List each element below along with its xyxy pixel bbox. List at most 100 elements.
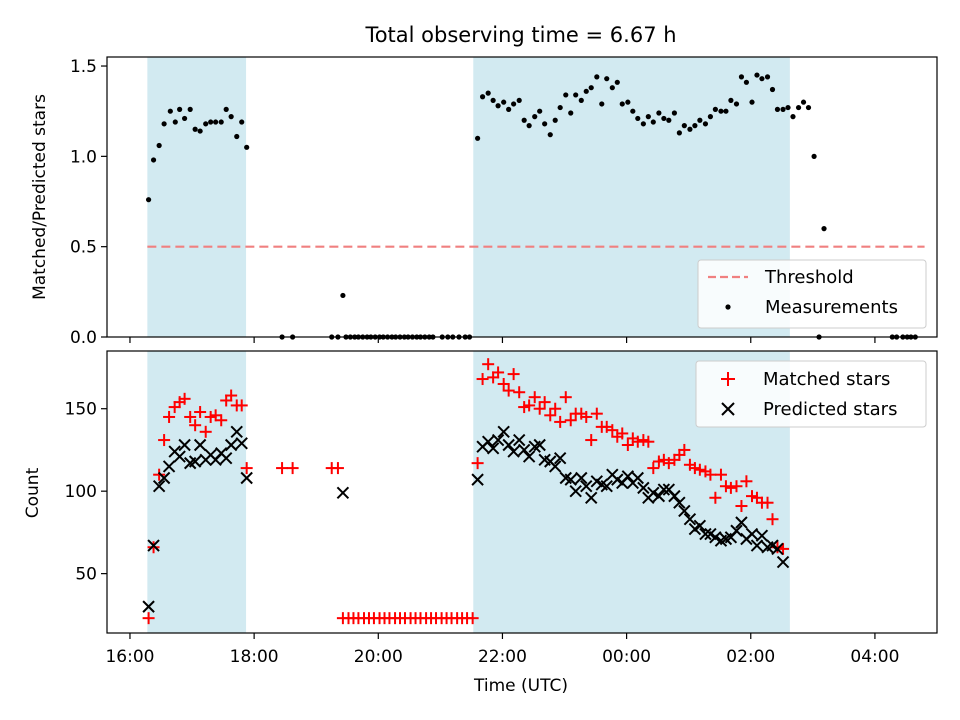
measurement-point [821, 226, 827, 232]
measurement-point [588, 85, 594, 91]
measurement-point [228, 114, 234, 120]
predicted-point [575, 471, 588, 485]
matched-point [194, 406, 207, 419]
measurement-point [583, 88, 589, 94]
matched-point [235, 399, 248, 412]
predicted-point [668, 489, 681, 503]
measurement-point [656, 110, 662, 116]
predicted-point [235, 437, 248, 450]
predicted-point [173, 450, 186, 463]
predicted-point [471, 473, 484, 486]
predicted-point [512, 433, 526, 447]
predicted-point [600, 480, 613, 493]
matched-legend-label: Matched stars [763, 369, 890, 390]
measurements-legend-label: Measurements [765, 297, 898, 318]
bottom-panel: 50 100 150 16:00 18:00 20:00 22:00 00:00 02:00 0… [23, 350, 938, 696]
top-axes-frame [106, 56, 938, 338]
predicted-point [657, 483, 671, 496]
matched-point [142, 612, 155, 625]
predicted-point [673, 496, 686, 509]
measurement-point [594, 74, 600, 80]
top-legend-box [697, 259, 927, 329]
measurements-legend-icon [725, 304, 731, 310]
matched-point [178, 392, 191, 405]
measurement-point [599, 101, 605, 107]
top-y-tick-label: 0.5 [70, 238, 97, 258]
measurement-point [501, 99, 507, 105]
matched-point [621, 439, 634, 451]
predicted-point [553, 451, 567, 465]
measurement-point [532, 114, 538, 120]
top-shaded-bands [147, 57, 790, 337]
measurement-point [712, 106, 718, 112]
measurement-point [187, 106, 193, 112]
matched-point [647, 462, 660, 475]
matched-point [513, 386, 526, 399]
matched-point [642, 435, 655, 448]
measurement-point [244, 144, 250, 150]
measurement-point [619, 101, 625, 107]
bottom-legend-box [695, 360, 927, 428]
threshold-legend-label: Threshold [764, 267, 854, 288]
measurement-point [790, 114, 796, 120]
matched-point [616, 427, 629, 440]
predicted-point [219, 451, 233, 465]
measurement-point [805, 104, 812, 111]
predicted-point [142, 600, 155, 613]
measurement-point [223, 106, 229, 112]
measurement-point [218, 119, 224, 125]
matched-point [709, 491, 722, 504]
measurement-point [759, 76, 765, 82]
matched-point [153, 468, 166, 481]
predicted-point [230, 425, 243, 439]
measurement-point [764, 74, 771, 80]
predicted-point [178, 438, 191, 452]
predicted-point [755, 529, 769, 542]
predicted-point [522, 450, 536, 463]
matched-point [544, 409, 557, 422]
x-tick-label: 04:00 [850, 647, 899, 667]
predicted-point [776, 555, 790, 569]
predicted-point [188, 455, 202, 468]
predicted-point [152, 480, 166, 493]
bottom-y-tick-label: 150 [65, 400, 97, 420]
measurement-point [614, 79, 620, 85]
matched-point [735, 500, 748, 513]
matched-point [580, 410, 593, 423]
measurement-point [526, 123, 532, 129]
predicted-point [693, 519, 707, 533]
matched-point [471, 457, 484, 470]
measurement-point [552, 117, 558, 123]
matched-point [158, 434, 171, 447]
measurement-point [811, 153, 817, 159]
measurement-point [197, 128, 203, 134]
predicted-point [652, 489, 666, 503]
matched-point [286, 462, 299, 475]
predicted-point [735, 516, 748, 529]
predicted-point [497, 425, 510, 439]
measurement-point [671, 110, 678, 116]
matched-point [240, 462, 253, 475]
predicted-point [549, 460, 562, 473]
measurement-point [475, 135, 481, 141]
measurement-point [234, 133, 240, 140]
matched-point [631, 435, 644, 448]
matched-point [678, 443, 691, 456]
predicted-point [647, 486, 660, 500]
measurement-point [723, 108, 729, 114]
top-y-tick-label: 1.5 [70, 57, 97, 77]
predicted-point [699, 527, 712, 541]
measurement-point [650, 119, 656, 125]
measurement-point [640, 121, 646, 127]
measurement-point [506, 106, 512, 112]
bottom-axes-frame [106, 350, 938, 634]
matched-point [533, 402, 546, 415]
measurement-point [167, 108, 173, 114]
measurement-point [568, 110, 574, 116]
matched-point [559, 391, 572, 404]
matched-point [184, 410, 197, 423]
measurement-point [645, 114, 651, 120]
measurement-point [495, 103, 501, 109]
matched-point [777, 542, 790, 555]
measurement-point [676, 130, 682, 136]
